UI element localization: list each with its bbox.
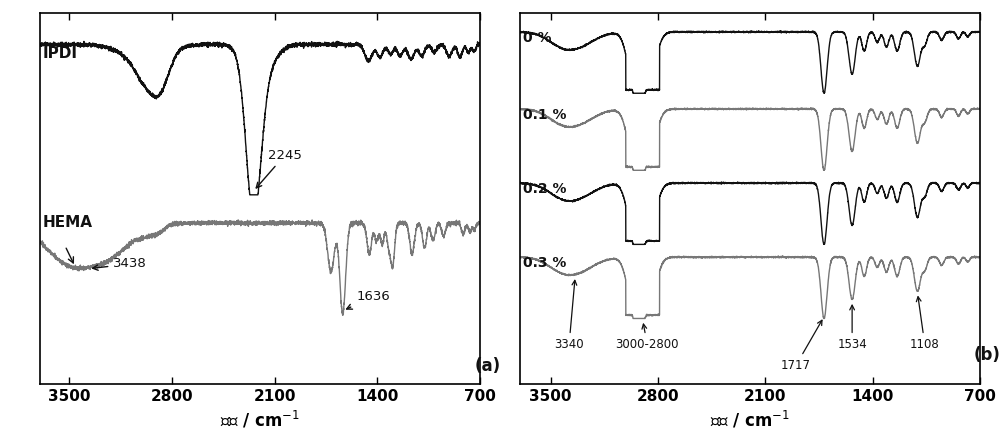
Text: 2245: 2245: [256, 149, 302, 188]
Text: 3000-2800: 3000-2800: [616, 324, 679, 351]
Text: 0.1 %: 0.1 %: [523, 108, 567, 122]
Text: 0 %: 0 %: [523, 30, 552, 45]
Text: HEMA: HEMA: [43, 215, 93, 230]
Text: 1534: 1534: [837, 305, 867, 351]
Text: 3438: 3438: [93, 258, 147, 270]
Text: 0.3 %: 0.3 %: [523, 256, 566, 270]
Text: 1636: 1636: [347, 290, 390, 309]
Text: IPDI: IPDI: [43, 46, 78, 61]
Text: 1717: 1717: [781, 320, 822, 372]
Text: 0.2 %: 0.2 %: [523, 182, 567, 196]
Text: (b): (b): [974, 346, 1000, 364]
Text: (a): (a): [474, 357, 500, 375]
Text: 3340: 3340: [554, 280, 584, 351]
X-axis label: 波数 / cm$^{-1}$: 波数 / cm$^{-1}$: [710, 409, 790, 430]
Text: 1108: 1108: [910, 297, 940, 351]
X-axis label: 波数 / cm$^{-1}$: 波数 / cm$^{-1}$: [220, 409, 300, 430]
